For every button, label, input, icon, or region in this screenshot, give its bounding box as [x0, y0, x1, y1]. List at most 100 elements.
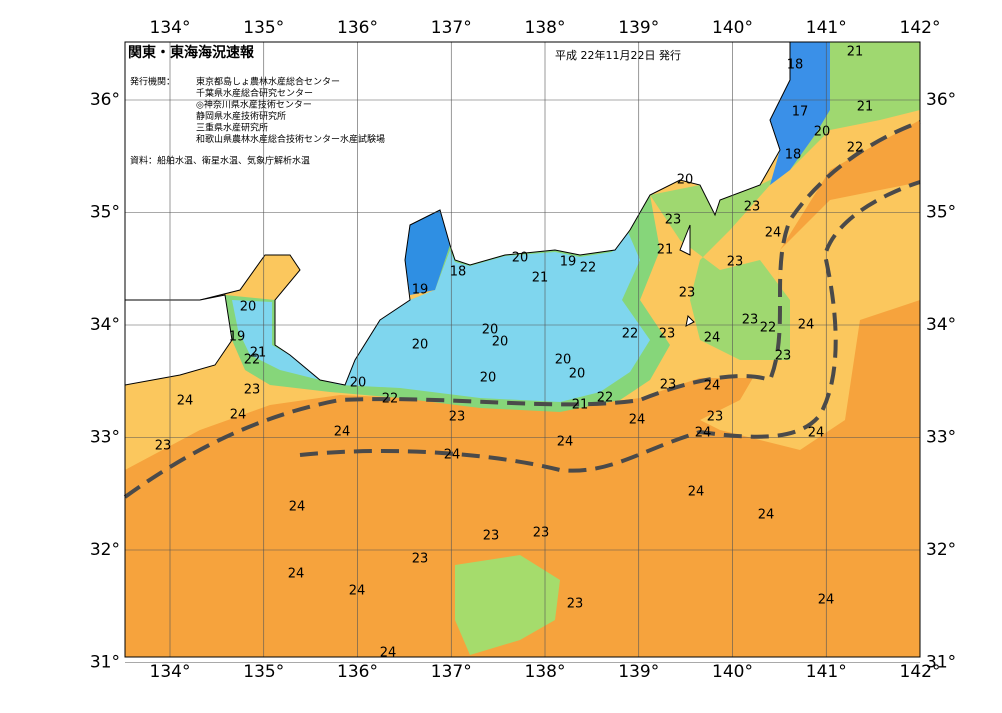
contour-label: 23	[707, 410, 724, 425]
lon-label: 136°	[337, 662, 378, 682]
agency: 千葉県水産総合研究センター	[196, 87, 313, 99]
lon-label: 141°	[806, 662, 847, 682]
contour-label: 23	[742, 313, 759, 328]
contour-label: 23	[775, 349, 792, 364]
kuroshio-line	[299, 180, 921, 473]
contour-label: 24	[349, 584, 366, 599]
legend-box	[128, 44, 428, 176]
agency: 和歌山県農林水産総合技術センター水産試験場	[196, 133, 385, 145]
contour-label: 22	[580, 261, 597, 276]
contour-label: 24	[758, 508, 775, 523]
lon-label: 134°	[150, 662, 191, 682]
contour-label: 21	[657, 243, 674, 258]
sea-coldest	[405, 210, 450, 295]
contour-label: 23	[412, 552, 429, 567]
island	[679, 224, 691, 256]
contour-label: 23	[155, 439, 172, 454]
contour-label: 24	[334, 425, 351, 440]
contour-label: 24	[557, 435, 574, 450]
lon-label: 140°	[712, 662, 753, 682]
contour-label: 23	[665, 213, 682, 228]
lon-label: 137°	[431, 18, 472, 38]
contour-label: 23	[449, 410, 466, 425]
contour-label: 19	[412, 283, 429, 298]
contour-label: 20	[480, 371, 497, 386]
contour-label: 23	[660, 378, 677, 393]
contour-label: 23	[567, 597, 584, 612]
contour-label: 20	[677, 173, 694, 188]
contour-label: 20	[512, 251, 529, 266]
lat-label: 36°	[926, 90, 956, 110]
sea-coldest	[770, 42, 830, 185]
lon-label: 141°	[806, 18, 847, 38]
lon-label: 134°	[150, 18, 191, 38]
contour-label: 22	[847, 141, 864, 156]
contour-label: 22	[244, 353, 261, 368]
contour-label: 24	[695, 426, 712, 441]
contour-label: 24	[704, 379, 721, 394]
lon-label: 136°	[337, 18, 378, 38]
contour-label: 18	[787, 58, 804, 73]
sea-cool	[455, 555, 560, 655]
contour-label: 21	[532, 271, 549, 286]
lat-label: 34°	[926, 315, 956, 335]
lat-label: 33°	[926, 428, 956, 448]
sea-cool	[650, 42, 920, 360]
contour-label: 24	[765, 226, 782, 241]
lat-label: 35°	[926, 203, 956, 223]
contour-label: 21	[250, 346, 267, 361]
contour-label: 23	[533, 526, 550, 541]
lat-label: 31°	[926, 653, 956, 673]
data-source: 資料：船舶水温、衛星水温、気象庁解析水温	[130, 155, 310, 167]
lon-label: 138°	[525, 662, 566, 682]
agency: 静岡県水産技術研究所	[196, 110, 286, 122]
contour-label: 24	[444, 448, 461, 463]
contour-label: 24	[380, 646, 397, 661]
lat-label: 35°	[90, 203, 120, 223]
contour-label: 24	[798, 318, 815, 333]
contour-label: 24	[688, 485, 705, 500]
agency-list: 東京都島しょ農林水産総合センター千葉県水産総合研究センター◎神奈川県水産技術セン…	[196, 76, 385, 146]
lon-label: 139°	[618, 662, 659, 682]
contour-label: 20	[412, 338, 429, 353]
contour-label: 23	[679, 286, 696, 301]
lon-label: 142°	[900, 18, 941, 38]
contour-label: 21	[572, 398, 589, 413]
lon-label: 135°	[243, 18, 284, 38]
contour-label: 20	[555, 353, 572, 368]
contour-label: 24	[288, 567, 305, 582]
lon-label: 137°	[431, 662, 472, 682]
agency: ◎神奈川県水産技術センター	[196, 99, 312, 111]
contour-label: 18	[450, 265, 467, 280]
contour-label: 22	[597, 391, 614, 406]
issuers-label: 発行機関：	[130, 76, 175, 88]
contour-label: 23	[727, 255, 744, 270]
contour-label: 23	[244, 383, 261, 398]
title: 関東・東海海況速報	[128, 44, 255, 61]
lat-label: 32°	[90, 540, 120, 560]
contour-label: 24	[818, 593, 835, 608]
contour-label: 20	[569, 367, 586, 382]
contour-label: 20	[482, 323, 499, 338]
contour-label: 22	[382, 392, 399, 407]
lat-label: 36°	[90, 90, 120, 110]
contour-label: 23	[744, 200, 761, 215]
contour-label: 17	[792, 105, 809, 120]
contour-label: 18	[785, 148, 802, 163]
contour-label: 24	[289, 500, 306, 515]
lat-label: 33°	[90, 428, 120, 448]
lat-label: 32°	[926, 540, 956, 560]
lat-label: 34°	[90, 315, 120, 335]
lon-label: 139°	[618, 18, 659, 38]
agency: 東京都島しょ農林水産総合センター	[196, 76, 340, 88]
contour-label: 24	[230, 408, 247, 423]
sea-cold	[232, 232, 650, 402]
agency: 三重県水産研究所	[196, 122, 268, 134]
lat-label: 31°	[90, 653, 120, 673]
contour-label: 21	[857, 100, 874, 115]
sea-mild	[700, 182, 920, 450]
contour-label: 23	[483, 529, 500, 544]
lon-label: 135°	[243, 662, 284, 682]
